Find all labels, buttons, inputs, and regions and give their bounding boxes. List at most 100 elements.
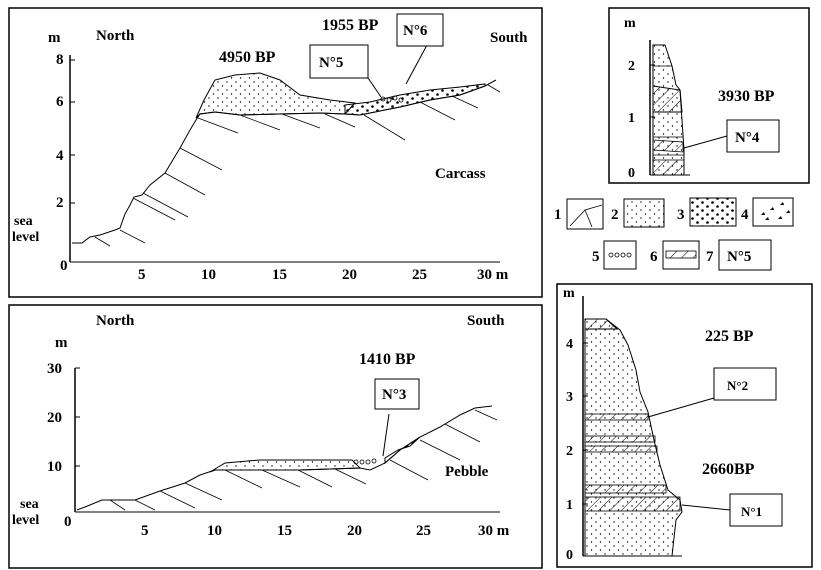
y-tick-label: 0 [566,548,573,563]
panel-frame [608,7,810,184]
sample-label: N°2 [727,378,748,393]
sea-level-label: sea [20,497,39,512]
y-axis-unit: m [563,286,575,301]
x-tick-label: 20 [347,523,362,539]
sample-label: N°4 [735,130,760,146]
callout-leader [647,397,715,418]
legend-number: 4 [741,207,749,223]
sample-label: N°6 [403,23,428,39]
panel-frame [556,283,813,568]
section-panel-bottom-right: m 4 3 2 1 0 N°2 N°1 225 BP 2660BP [556,283,813,568]
x-tick-label: 15 [272,267,287,283]
callout-leader [681,504,731,511]
x-tick-label: 25 [416,523,431,539]
sea-level-label: sea [14,214,33,229]
sample-label: N°1 [741,504,762,519]
x-tick-label: 30 m [478,523,510,539]
coarse-sand-layer [384,436,421,465]
x-tick-label: 5 [141,523,149,539]
bedrock-hatching [94,84,501,247]
panel-frame [8,7,543,298]
legend-hatched-symbol [665,250,697,259]
panel-frame [8,304,543,569]
sample-label-box [726,119,780,153]
x-tick-label: 10 [207,523,222,539]
y-tick-label: 2 [628,59,635,74]
y-tick-label: 6 [56,94,64,110]
legend-swatch-coarse-sand [689,197,737,227]
legend-number: 1 [554,207,562,223]
north-label: North [96,28,135,44]
legend-number: 2 [611,207,619,223]
coarse-sand-layer [344,83,486,116]
origin-label: 0 [64,514,72,530]
fine-sand-layer [209,459,362,473]
hatched-layer [584,496,681,512]
south-label: South [467,313,505,329]
age-label: 2660BP [702,461,755,478]
profile-panel-bottom: m North South 30 20 10 sea level 0 5 10 … [8,304,543,569]
hatched-layer [584,484,667,494]
x-tick-label: 15 [277,523,292,539]
x-tick-label: 25 [412,267,427,283]
y-tick-label: 3 [566,390,573,405]
fine-sand-layer [195,72,357,119]
bedrock-profile [76,405,493,511]
y-ticks [70,59,75,204]
sample-label-box [729,493,783,527]
hatched-layer [584,413,649,421]
legend-number: 5 [592,249,600,265]
age-label: 4950 BP [219,49,276,66]
sea-level-label: level [12,230,39,245]
pebble-symbols [380,95,404,103]
callout-leaders [367,44,428,98]
callout-leader [683,135,728,149]
sample-label: N°5 [319,55,343,71]
feature-label: Pebble [445,464,489,480]
section-panel-top-right: m 2 1 0 N°4 3930 BP [608,7,810,184]
y-tick-label: 0 [628,166,635,181]
y-axis-unit: m [624,16,636,31]
legend-swatch-bedrock [566,198,604,230]
age-label: 1955 BP [322,17,379,34]
y-tick-label: 2 [566,444,573,459]
x-tick-label: 20 [342,267,357,283]
x-tick-label: 10 [201,267,216,283]
legend-swatch-sample [718,239,772,271]
y-tick-label: 30 [47,361,62,377]
y-axis-unit: m [55,335,68,351]
legend-sample-label: N°5 [727,249,751,265]
legend-number: 3 [677,207,685,223]
legend-swatch-fine-sand [623,198,665,228]
legend-swatch-gravel [752,197,794,227]
pebble-symbols [353,458,377,465]
y-tick-label: 20 [47,410,62,426]
sample-label-box [396,13,444,47]
age-label: 3930 BP [718,88,775,105]
origin-label: 0 [60,258,68,274]
south-label: South [490,30,528,46]
hatched-layer [584,435,656,443]
north-label: North [96,313,135,329]
legend-pebble-symbol [608,252,632,258]
y-axis-unit: m [48,30,61,46]
sea-level-label: level [12,513,39,528]
y-tick-label: 2 [56,195,64,211]
y-tick-label: 10 [47,459,62,475]
legend-gravel-symbol [761,202,790,220]
sample-label-box [309,44,369,79]
y-tick-label: 1 [566,498,573,513]
y-ticks [75,367,80,467]
sample-label-box [713,367,777,401]
y-tick-label: 4 [566,337,573,352]
bedrock-hatching [109,409,498,511]
sample-label: N°3 [382,387,406,403]
legend-bedrock-symbol [569,204,603,228]
y-tick-label: 4 [56,148,64,164]
age-label: 225 BP [705,328,754,345]
legend: 1 2 3 4 5 6 7 N°5 [554,197,794,271]
layer-boundaries [653,65,684,156]
hatched-layer [652,159,685,176]
x-tick-label: 5 [138,267,146,283]
